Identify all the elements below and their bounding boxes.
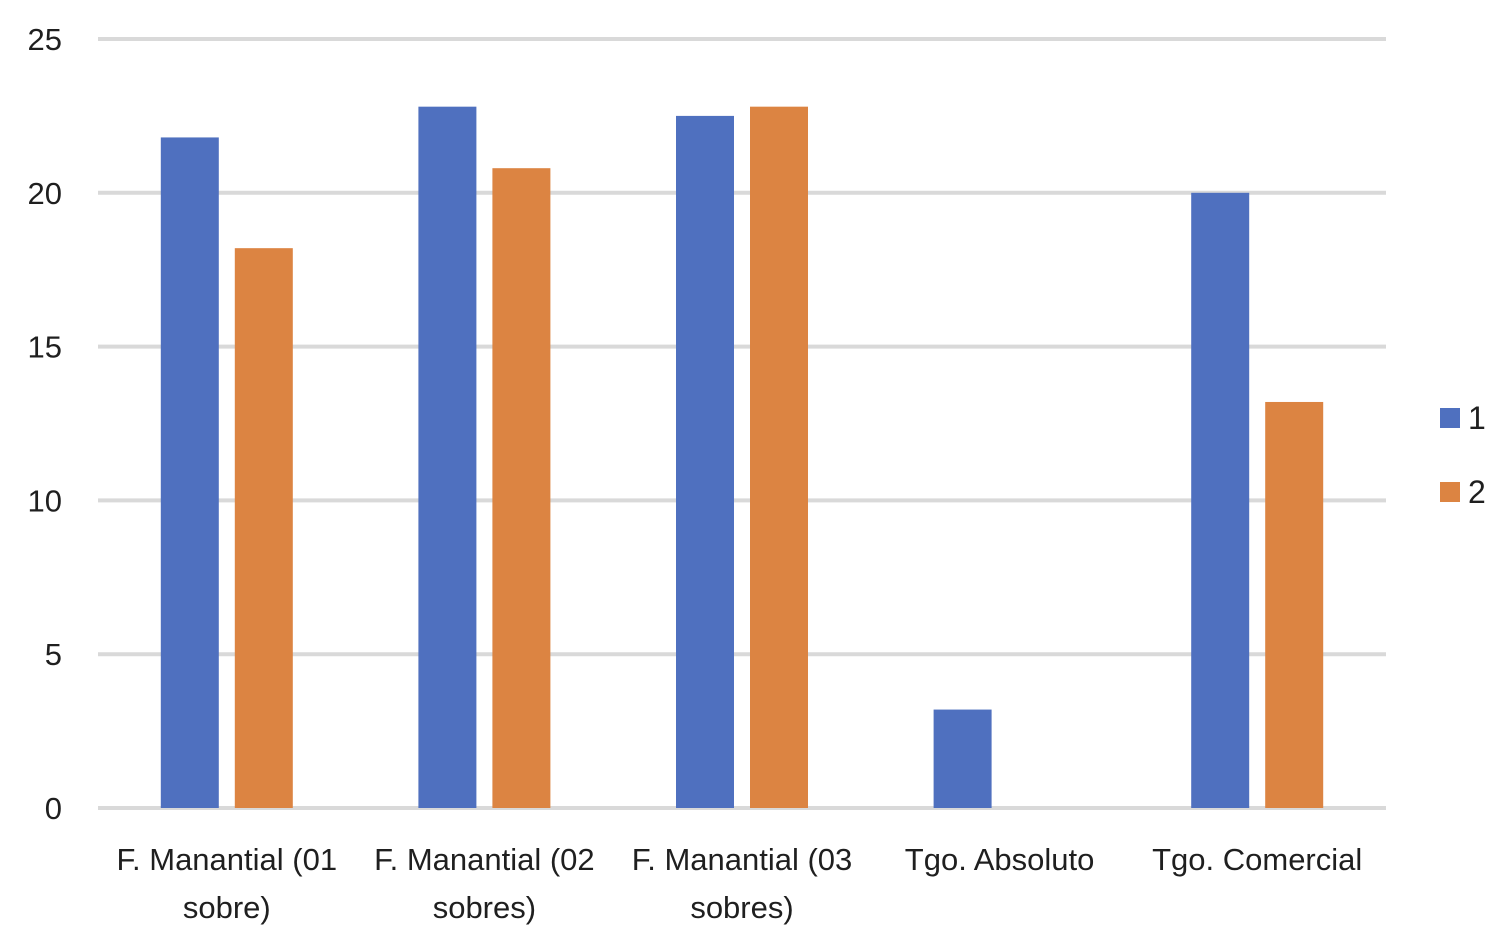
gridlines xyxy=(98,37,1386,810)
bar-series-1-4 xyxy=(1191,192,1250,809)
y-tick-label: 15 xyxy=(28,330,62,365)
bar-series-2-4 xyxy=(1265,401,1324,808)
bar-series-1-1 xyxy=(418,106,477,808)
legend-label-2: 2 xyxy=(1468,474,1486,510)
legend-swatch-2 xyxy=(1440,482,1460,502)
y-axis-tick-labels: 0 5 10 15 20 25 xyxy=(28,22,62,826)
x-category-label: Tgo. Comercial xyxy=(1152,842,1362,877)
x-category-label: sobre) xyxy=(183,890,271,925)
bar-series-1-3 xyxy=(933,709,992,808)
legend: 12 xyxy=(1440,400,1486,510)
bar-series-2-1 xyxy=(492,168,551,808)
y-tick-label: 25 xyxy=(28,22,62,57)
x-category-label: F. Manantial (02 xyxy=(374,842,595,877)
legend-label-1: 1 xyxy=(1468,400,1486,436)
bar-series-2-2 xyxy=(750,106,808,808)
bars xyxy=(160,106,1324,809)
x-axis-category-labels: F. Manantial (01 sobre) F. Manantial (02 so… xyxy=(117,842,1363,925)
x-category-label: sobres) xyxy=(433,890,536,925)
x-category-label: F. Manantial (03 xyxy=(632,842,853,877)
x-category-label: Tgo. Absoluto xyxy=(905,842,1095,877)
x-category-label: sobres) xyxy=(690,890,793,925)
legend-swatch-1 xyxy=(1440,408,1460,428)
y-tick-label: 5 xyxy=(45,637,62,672)
x-category-label: F. Manantial (01 xyxy=(117,842,338,877)
bar-series-2-0 xyxy=(234,248,293,809)
y-tick-label: 20 xyxy=(28,176,62,211)
bar-series-1-0 xyxy=(160,137,219,808)
bar-series-1-2 xyxy=(676,115,734,808)
y-tick-label: 0 xyxy=(45,791,62,826)
y-tick-label: 10 xyxy=(28,483,62,518)
